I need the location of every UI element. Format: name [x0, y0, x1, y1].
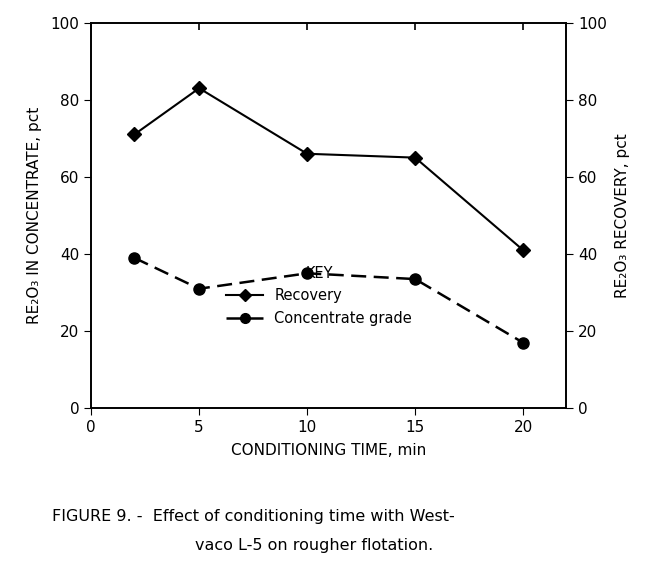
Concentrate grade — [519, 339, 527, 346]
Y-axis label: RE₂O₃ IN CONCENTRATE, pct: RE₂O₃ IN CONCENTRATE, pct — [27, 107, 42, 324]
Text: vaco L-5 on rougher flotation.: vaco L-5 on rougher flotation. — [195, 538, 434, 553]
Concentrate grade — [195, 285, 203, 292]
Recovery — [411, 154, 419, 161]
Y-axis label: RE₂O₃ RECOVERY, pct: RE₂O₃ RECOVERY, pct — [615, 133, 630, 298]
Legend: Recovery, Concentrate grade: Recovery, Concentrate grade — [221, 260, 418, 332]
Recovery — [130, 131, 138, 138]
X-axis label: CONDITIONING TIME, min: CONDITIONING TIME, min — [231, 443, 426, 458]
Text: FIGURE 9. -  Effect of conditioning time with West-: FIGURE 9. - Effect of conditioning time … — [52, 510, 455, 524]
Concentrate grade — [411, 276, 419, 282]
Line: Concentrate grade: Concentrate grade — [129, 252, 529, 348]
Concentrate grade — [130, 255, 138, 261]
Concentrate grade — [303, 270, 311, 277]
Line: Recovery: Recovery — [130, 83, 528, 255]
Recovery — [303, 150, 311, 157]
Recovery — [195, 85, 203, 92]
Recovery — [519, 247, 527, 253]
